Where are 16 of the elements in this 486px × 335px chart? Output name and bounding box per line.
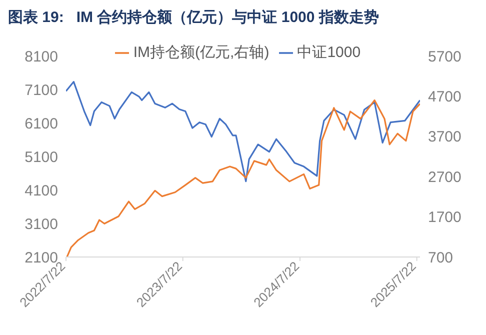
y2-tick-label: 1700 <box>428 209 462 226</box>
legend-label: IM持仓额(亿元,右轴) <box>133 44 270 61</box>
y2-tick-label: 700 <box>428 249 454 266</box>
y2-tick-label: 4700 <box>428 88 462 106</box>
y2-tick-label: 3700 <box>428 128 462 146</box>
legend-label: 中证1000 <box>297 44 361 61</box>
y2-tick-label: 5700 <box>428 48 462 66</box>
y-tick-label: 3100 <box>24 216 58 233</box>
y-tick-label: 6100 <box>24 115 58 132</box>
y-tick-label: 4100 <box>24 182 58 200</box>
y-tick-label: 7100 <box>24 82 58 99</box>
y-tick-label: 8100 <box>24 48 58 66</box>
y-tick-label: 5100 <box>24 148 58 166</box>
y2-tick-label: 2700 <box>428 168 462 186</box>
line-series <box>66 80 420 182</box>
chart-title: 图表 19: IM 合约持仓额（亿元）与中证 1000 指数走势 <box>8 8 380 27</box>
